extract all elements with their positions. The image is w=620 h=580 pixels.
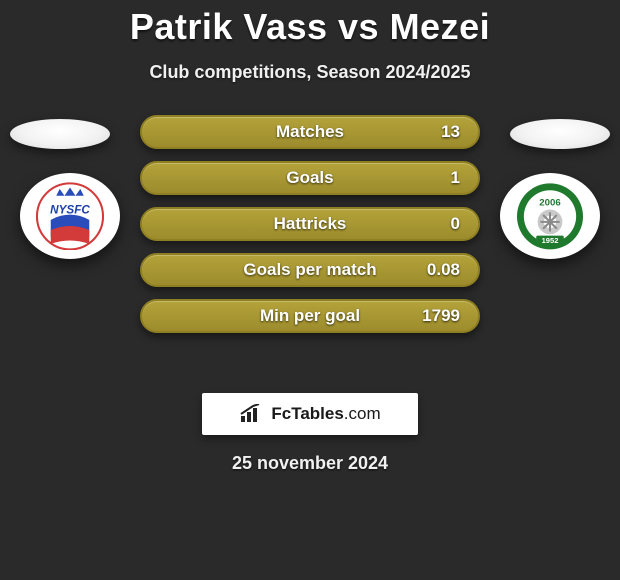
arena: NYSFC 2006 1952: [0, 115, 620, 375]
stat-row-hattricks: Hattricks 0: [140, 207, 480, 241]
player-right-head: [510, 119, 610, 149]
wheel-spokes: [540, 212, 559, 231]
stat-row-goals: Goals 1: [140, 161, 480, 195]
stat-label: Goals: [142, 168, 478, 188]
stat-value: 1799: [422, 306, 460, 326]
club-logo-right: 2006 1952: [500, 173, 600, 259]
footer-brand-box: FcTables.com: [202, 393, 418, 435]
stat-value: 0.08: [427, 260, 460, 280]
stat-label: Hattricks: [142, 214, 478, 234]
logo-left-text: NYSFC: [50, 203, 90, 216]
stat-row-min-per-goal: Min per goal 1799: [140, 299, 480, 333]
club-logo-left: NYSFC: [20, 173, 120, 259]
logo-right-year: 2006: [539, 197, 560, 208]
club-2006-logo-icon: 2006 1952: [510, 182, 590, 251]
stat-label: Matches: [142, 122, 478, 142]
player-left-head: [10, 119, 110, 149]
stats-column: Matches 13 Goals 1 Hattricks 0 Goals per…: [140, 115, 480, 345]
page-subtitle: Club competitions, Season 2024/2025: [0, 62, 620, 83]
stat-row-matches: Matches 13: [140, 115, 480, 149]
stat-value: 0: [451, 214, 460, 234]
barchart-icon: [239, 404, 265, 424]
stat-value: 13: [441, 122, 460, 142]
footer-brand-name: FcTables: [271, 404, 343, 423]
page-title: Patrik Vass vs Mezei: [0, 0, 620, 48]
stat-row-goals-per-match: Goals per match 0.08: [140, 253, 480, 287]
footer-brand-text: FcTables.com: [271, 404, 380, 424]
logo-bottom-number: 1952: [542, 236, 559, 245]
nysfc-logo-icon: NYSFC: [30, 182, 110, 251]
infographic-date: 25 november 2024: [0, 453, 620, 474]
stat-value: 1: [451, 168, 460, 188]
footer-brand-suffix: .com: [344, 404, 381, 423]
comparison-infographic: Patrik Vass vs Mezei Club competitions, …: [0, 0, 620, 580]
